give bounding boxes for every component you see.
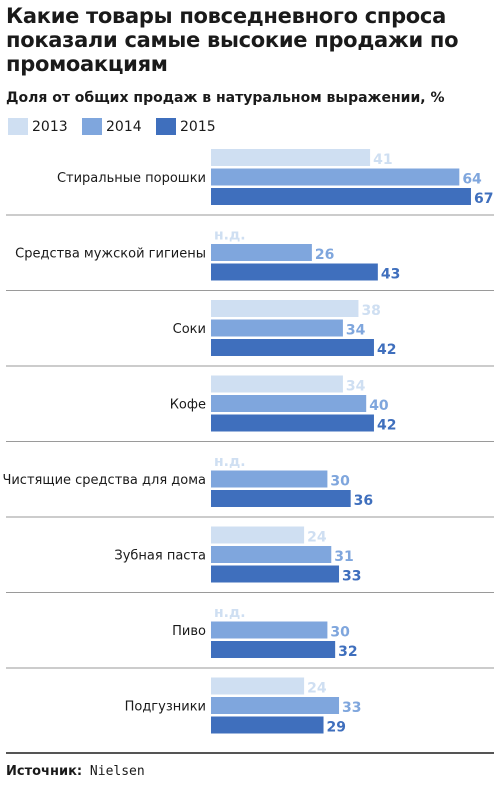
- legend-swatch-2015: [156, 118, 176, 135]
- bar-2014: [211, 546, 332, 563]
- category-label: Стиральные порошки: [57, 171, 206, 186]
- value-label-2013: 34: [346, 379, 366, 395]
- value-label-2014: 30: [330, 474, 350, 490]
- category-label: Зубная паста: [114, 549, 206, 564]
- value-label-2015: 29: [327, 720, 346, 736]
- value-label-2014: 34: [346, 323, 366, 339]
- bar-2014: [211, 697, 340, 714]
- value-label-2015: 32: [338, 644, 357, 660]
- bar-2015: [211, 641, 336, 658]
- source-value: Nielsen: [89, 764, 145, 779]
- value-label-2013: н.д.: [214, 605, 246, 621]
- value-label-2013: 24: [307, 530, 327, 546]
- chart-subtitle: Доля от общих продаж в натуральном выраж…: [6, 90, 445, 106]
- bar-2014: [211, 621, 328, 639]
- value-label-2014: 31: [334, 549, 353, 565]
- category-label: Средства мужской гигиены: [15, 247, 206, 262]
- bar-2014: [211, 319, 343, 337]
- bar-2014: [211, 395, 367, 412]
- bar-2014: [211, 470, 328, 488]
- value-label-2014: 40: [369, 398, 389, 414]
- value-label-2013: 24: [307, 681, 327, 697]
- bar-2015: [211, 716, 324, 734]
- bar-2015: [211, 263, 378, 281]
- category-label: Кофе: [170, 398, 206, 413]
- value-label-2015: 67: [474, 191, 493, 207]
- bar-2015: [211, 490, 351, 507]
- bar-2013: [211, 677, 305, 695]
- value-label-2015: 33: [342, 569, 361, 585]
- bar-2013: [211, 375, 343, 393]
- value-label-2014: 30: [330, 625, 350, 641]
- bar-2015: [211, 565, 340, 583]
- source-note: Источник: Nielsen: [6, 764, 145, 780]
- category-label: Пиво: [172, 624, 206, 639]
- category-label: Подгузники: [125, 700, 206, 715]
- bar-2013: [211, 526, 305, 544]
- chart-title: Какие товары повседневного спроса показа…: [6, 4, 459, 76]
- bar-2015: [211, 188, 471, 205]
- category-label: Соки: [173, 322, 206, 337]
- legend-swatch-2013: [8, 118, 28, 135]
- bar-2013: [211, 300, 359, 317]
- value-label-2015: 42: [377, 342, 396, 358]
- value-label-2014: 64: [462, 172, 482, 188]
- bar-2014: [211, 168, 460, 186]
- bar-2014: [211, 244, 312, 261]
- bar-chart: Стиральные порошки 41 64 67 Средства мужской…: [2, 149, 494, 736]
- legend-label-2015: 2015: [180, 119, 216, 135]
- value-label-2015: 43: [381, 267, 400, 283]
- bottom-rule: [6, 752, 494, 754]
- bar-2015: [211, 414, 374, 432]
- value-label-2015: 42: [377, 418, 396, 434]
- value-label-2015: 36: [354, 493, 373, 509]
- legend-swatch-2014: [82, 118, 102, 135]
- legend-label-2013: 2013: [32, 119, 68, 135]
- legend-label-2014: 2014: [106, 119, 142, 135]
- value-label-2013: 38: [361, 303, 380, 319]
- source-label: Источник:: [6, 764, 83, 779]
- value-label-2013: 41: [373, 152, 392, 168]
- bar-2013: [211, 149, 371, 166]
- value-label-2014: 33: [342, 700, 361, 716]
- value-label-2014: 26: [315, 247, 334, 263]
- category-label: Чистящие средства для дома: [2, 473, 206, 488]
- bar-2015: [211, 339, 374, 356]
- value-label-2013: н.д.: [214, 454, 246, 470]
- value-label-2013: н.д.: [214, 228, 246, 244]
